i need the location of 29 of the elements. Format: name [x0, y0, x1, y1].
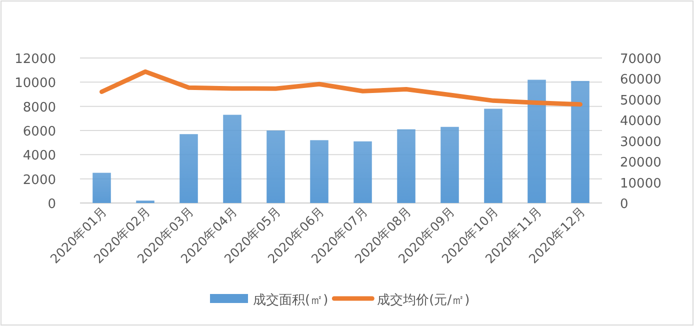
bar [354, 141, 372, 203]
bar [397, 129, 416, 203]
bar [571, 80, 590, 203]
y2-tick-label: 0 [620, 197, 628, 212]
y2-tick-label: 60000 [620, 72, 662, 88]
y-tick-label: 6000 [22, 124, 56, 140]
bar [528, 80, 546, 203]
y2-tick-label: 10000 [620, 176, 662, 192]
bar [484, 108, 502, 203]
bar [440, 126, 459, 203]
y-tick-label: 10000 [14, 76, 56, 92]
y2-tick-label: 20000 [620, 156, 662, 171]
bar [180, 134, 198, 203]
y-tick-label: 4000 [22, 148, 56, 164]
legend-label: 成交均价(元/㎡) [377, 292, 470, 308]
y2-tick-label: 50000 [620, 93, 662, 108]
line-series [100, 69, 582, 107]
bar [310, 140, 328, 203]
y-tick-label: 8000 [22, 100, 56, 116]
y-tick-label: 2000 [22, 172, 56, 188]
legend-label: 成交面积(㎡) [253, 292, 328, 308]
bar [223, 114, 242, 203]
y-tick-label: 12000 [14, 52, 56, 67]
y2-tick-label: 40000 [620, 114, 662, 130]
y-tick-label: 0 [48, 197, 56, 212]
y2-tick-label: 70000 [620, 52, 662, 67]
bar [92, 172, 111, 203]
bar [266, 130, 285, 203]
y2-tick-label: 30000 [620, 134, 662, 150]
